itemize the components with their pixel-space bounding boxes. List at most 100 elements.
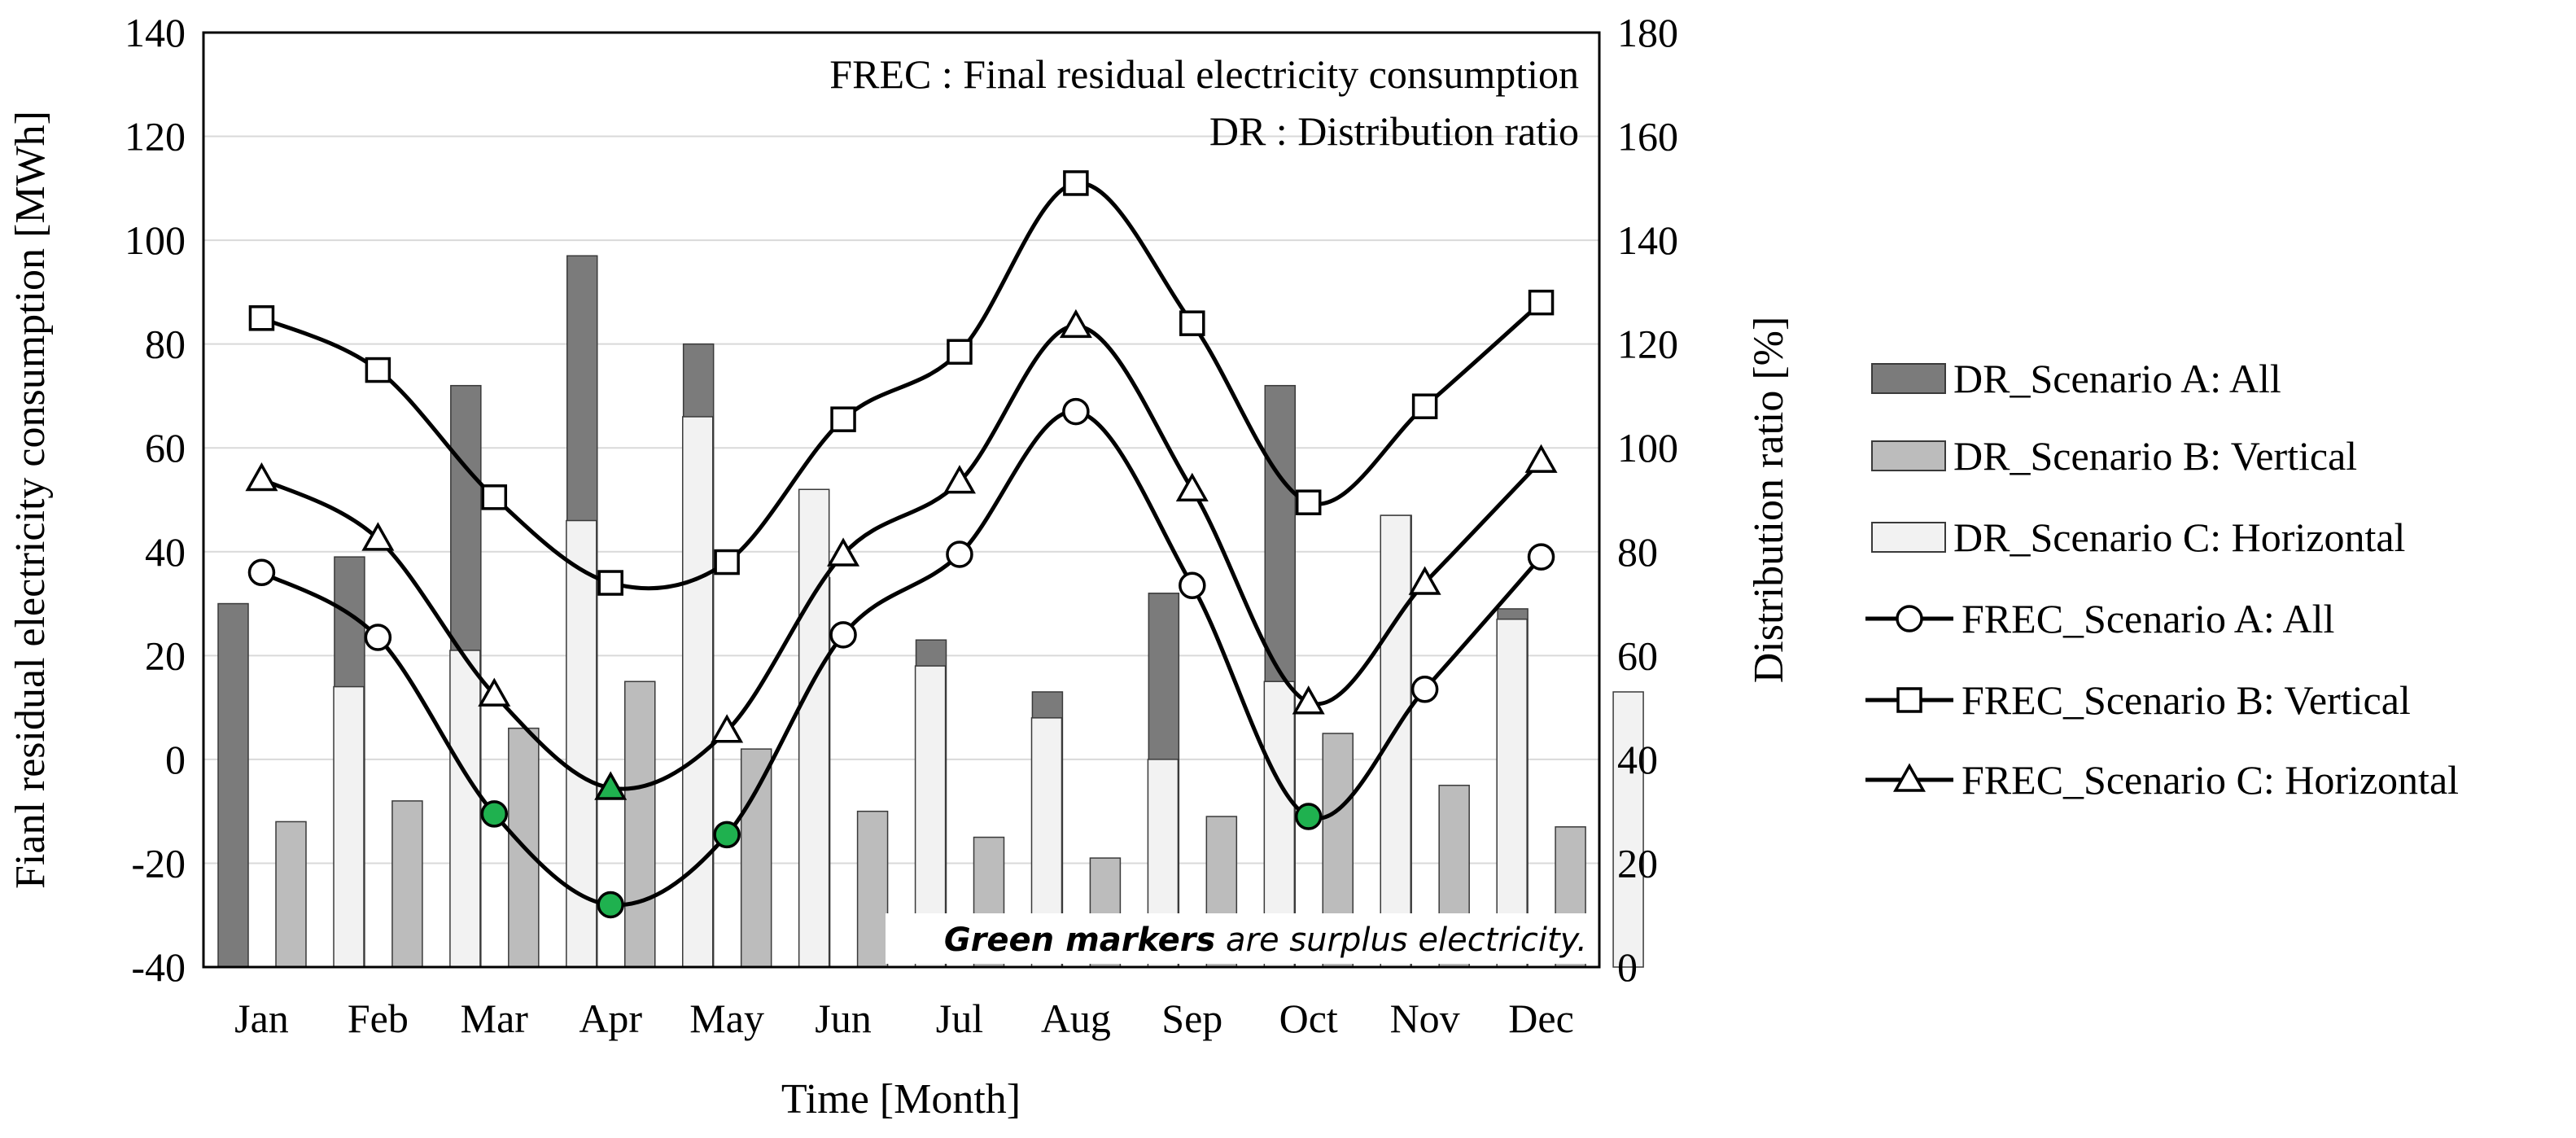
line-point [597, 570, 623, 596]
legend-label: FREC_Scenario B: Vertical [1962, 677, 2411, 723]
y-tick-label: 20 [145, 632, 186, 678]
line-point [1179, 571, 1206, 599]
line-point [247, 558, 276, 587]
line-point [1411, 393, 1438, 419]
legend-marker [1896, 687, 1922, 713]
legend: DR_Scenario A: All DR_Scenario B: Vertica… [1865, 356, 2459, 803]
line-point [1410, 676, 1439, 703]
y-tick-label: -40 [131, 944, 186, 990]
y2-tick-label: 180 [1617, 10, 1678, 55]
bar [333, 685, 365, 968]
line-point [594, 771, 628, 800]
annotation-frec: FREC : Final residual electricity consum… [829, 51, 1579, 97]
legend-swatch [1871, 440, 1946, 471]
bar [798, 488, 830, 968]
bar [740, 748, 772, 968]
bar [682, 416, 714, 968]
x-tick-label: Jun [815, 996, 871, 1041]
y2-tick-label: 20 [1617, 840, 1658, 886]
y2-tick-label: 0 [1617, 944, 1638, 990]
y2-tick-label: 140 [1617, 217, 1678, 263]
bar [1380, 514, 1411, 968]
line-point [711, 714, 744, 743]
annotation-dr: DR : Distribution ratio [1209, 108, 1579, 154]
bar [856, 810, 889, 968]
y-tick-label: 40 [145, 529, 186, 575]
y2-tick-label: 80 [1617, 529, 1658, 575]
y2-tick-label: 100 [1617, 425, 1678, 471]
x-tick-label: Jan [234, 996, 289, 1041]
gridlines [203, 135, 1599, 864]
line-point [245, 462, 278, 492]
line-point [946, 541, 973, 568]
line-point [248, 305, 275, 331]
legend-label: FREC_Scenario A: All [1962, 596, 2334, 641]
line-point [480, 800, 509, 828]
line-point [1059, 309, 1092, 339]
note-background [886, 913, 1594, 964]
bar [217, 602, 249, 968]
x-tick-label: Jul [936, 996, 983, 1041]
legend-marker [1896, 605, 1923, 632]
bar [449, 650, 481, 968]
line-point [1408, 566, 1441, 595]
surplus-note-bold: Green markers [944, 921, 1215, 959]
x-tick-label: Aug [1041, 996, 1111, 1041]
y2-tick-label: 160 [1617, 114, 1678, 160]
y2-tick-label: 40 [1617, 737, 1658, 782]
x-axis-ticks: Jan Feb Mar Apr May Jun Jul Aug Sep Oct Nov Dec [234, 996, 1574, 1041]
legend-swatch [1871, 363, 1946, 394]
y-tick-label: 0 [165, 737, 186, 782]
y-tick-label: -20 [131, 840, 186, 886]
plot-frame [202, 31, 1601, 969]
x-tick-label: Oct [1279, 996, 1338, 1041]
line-point [830, 406, 856, 432]
line-point [1292, 685, 1325, 715]
line-point [1175, 472, 1209, 501]
line-point [478, 677, 511, 707]
bar [1612, 691, 1644, 968]
line-point [1524, 444, 1558, 473]
line-point [947, 339, 973, 365]
y-tick-label: 60 [145, 425, 186, 471]
bar [391, 800, 423, 968]
x-tick-label: Apr [579, 996, 642, 1041]
y-tick-label: 100 [125, 217, 186, 263]
line-point [1063, 170, 1089, 196]
legend-label: DR_Scenario B: Vertical [1953, 433, 2357, 479]
line-group [245, 170, 1558, 919]
left-axis-ticks: -40 -20 0 20 40 60 80 100 120 140 [125, 10, 186, 990]
surplus-note-rest: are surplus electricity. [1215, 921, 1587, 959]
x-tick-label: Mar [461, 996, 529, 1041]
line-point [714, 549, 740, 576]
legend-label: FREC_Scenario C: Horizontal [1962, 757, 2459, 803]
line-point [1294, 803, 1323, 830]
line-point [361, 522, 395, 551]
line-point [364, 624, 392, 651]
line-point [1528, 289, 1555, 316]
line-point [827, 537, 860, 567]
right-axis-ticks: 0 20 40 60 80 100 120 140 160 180 [1617, 10, 1678, 990]
line-point [1062, 397, 1090, 426]
y2-tick-label: 60 [1617, 632, 1658, 678]
line-point [1295, 489, 1322, 515]
legend-label: DR_Scenario C: Horizontal [1953, 514, 2405, 560]
bar [1496, 618, 1528, 968]
legend-label: DR_Scenario A: All [1953, 356, 2281, 401]
y-tick-label: 80 [145, 322, 186, 367]
x-tick-label: Feb [348, 996, 409, 1041]
line-point [829, 621, 857, 649]
bar [275, 821, 307, 968]
y2-axis-title: Distribution ratio [%] [1746, 317, 1792, 684]
x-tick-label: Nov [1390, 996, 1460, 1041]
x-tick-label: Dec [1508, 996, 1574, 1041]
surplus-note: Green markers are surplus electricity. [944, 921, 1587, 959]
bar [624, 681, 656, 968]
line-point [1179, 310, 1205, 336]
x-tick-label: Sep [1161, 996, 1222, 1041]
line-point [1527, 543, 1555, 571]
line-point [713, 821, 741, 849]
y2-tick-label: 120 [1617, 322, 1678, 367]
line-point [942, 465, 976, 494]
